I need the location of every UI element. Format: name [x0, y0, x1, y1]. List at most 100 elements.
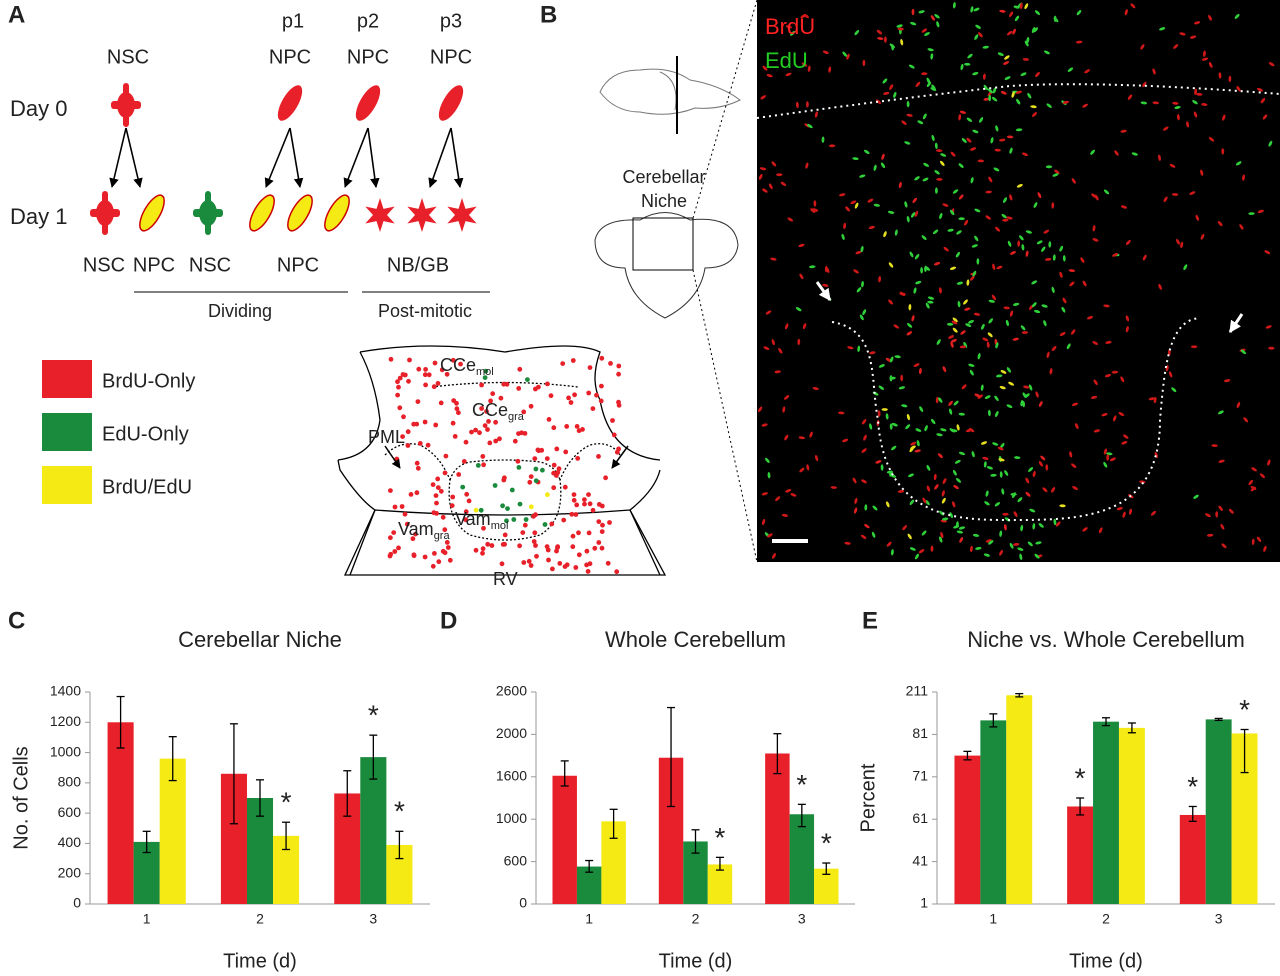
- cell: [1103, 461, 1108, 468]
- dot: [525, 377, 530, 382]
- cell: [775, 496, 781, 502]
- cell: [908, 304, 912, 311]
- cell: [828, 66, 832, 73]
- cell: [996, 265, 1003, 270]
- arrow: [815, 281, 832, 301]
- y-tick-label: 61: [912, 810, 928, 826]
- cell: [1122, 511, 1126, 518]
- cell: [1211, 444, 1218, 448]
- cell: [942, 478, 947, 485]
- dot: [599, 355, 605, 361]
- cell: [952, 317, 958, 323]
- dot: [433, 422, 439, 428]
- cell: [987, 332, 993, 338]
- cell: [1268, 140, 1273, 147]
- cell: [1103, 189, 1110, 195]
- dot: [551, 462, 557, 468]
- cell: [940, 428, 947, 432]
- annotation: *: [368, 700, 379, 731]
- cell: [920, 267, 924, 274]
- cell: [869, 351, 876, 355]
- cell: [859, 314, 864, 321]
- cell: [1041, 246, 1046, 252]
- dot: [527, 479, 533, 485]
- bar: [1093, 721, 1119, 904]
- cell: [1093, 379, 1098, 386]
- annotation: *: [1187, 771, 1198, 802]
- cell: [762, 65, 768, 71]
- cell: [1071, 463, 1077, 469]
- cell: [1014, 15, 1020, 22]
- cell: [1128, 508, 1133, 515]
- cell: [365, 198, 395, 232]
- cell: [1027, 92, 1032, 99]
- cell: [899, 292, 906, 296]
- cell: [787, 217, 794, 222]
- y-tick-label: 1200: [50, 713, 81, 729]
- dot: [456, 472, 462, 477]
- dot: [483, 368, 489, 374]
- cell: [969, 545, 973, 553]
- cell: [947, 228, 954, 232]
- dot: [435, 476, 441, 482]
- cell: [943, 246, 949, 252]
- cell: [771, 161, 777, 167]
- dot: [433, 493, 439, 498]
- cell: [986, 341, 990, 348]
- cell: [888, 299, 894, 305]
- cell: [1104, 373, 1112, 378]
- cell: [964, 307, 971, 311]
- cell: [1019, 2, 1023, 10]
- cell: [1046, 351, 1050, 359]
- cell: [936, 149, 943, 153]
- arrow: [125, 127, 143, 188]
- cell: [1142, 254, 1147, 261]
- dot: [473, 507, 479, 513]
- cell: [1158, 154, 1161, 161]
- cell: [1236, 85, 1241, 92]
- cell: [982, 73, 986, 80]
- y-tick-label: 0: [519, 895, 527, 911]
- x-tick-label: 2: [1102, 911, 1110, 927]
- cell: [1251, 538, 1255, 545]
- dot: [587, 501, 593, 507]
- cell: [881, 153, 885, 160]
- cell: [949, 266, 957, 270]
- y-tick-label: 41: [912, 852, 928, 868]
- cell: [1221, 543, 1227, 549]
- cell: [915, 81, 921, 88]
- dot: [563, 449, 569, 455]
- panel-label: E: [862, 607, 878, 634]
- cell: [969, 369, 974, 376]
- x-tick-label: 2: [256, 911, 264, 927]
- cell: [785, 25, 793, 29]
- cell: [888, 262, 894, 268]
- cell: [897, 489, 905, 493]
- cell: [992, 442, 999, 446]
- cell: [1218, 459, 1225, 463]
- bar: [360, 757, 387, 904]
- cell: [915, 428, 922, 432]
- cell: [861, 281, 864, 288]
- cell: [896, 24, 903, 28]
- cell: [1176, 114, 1180, 121]
- panel-label: A: [8, 1, 25, 28]
- dot: [545, 492, 550, 498]
- cell: [1235, 161, 1242, 166]
- label: Post-mitotic: [378, 301, 472, 321]
- cell: [1190, 345, 1198, 349]
- cell: [905, 424, 911, 430]
- dot: [430, 563, 436, 569]
- cell: [996, 374, 1003, 378]
- cell: [772, 553, 776, 559]
- cell: [1024, 40, 1029, 47]
- dot: [485, 427, 490, 432]
- cell: [906, 113, 913, 117]
- cell: [988, 94, 992, 102]
- cell: [828, 144, 836, 148]
- dot: [422, 372, 428, 378]
- cell: [1020, 325, 1026, 331]
- cell: [994, 502, 1001, 507]
- dot: [408, 492, 414, 497]
- cell: [1103, 448, 1108, 455]
